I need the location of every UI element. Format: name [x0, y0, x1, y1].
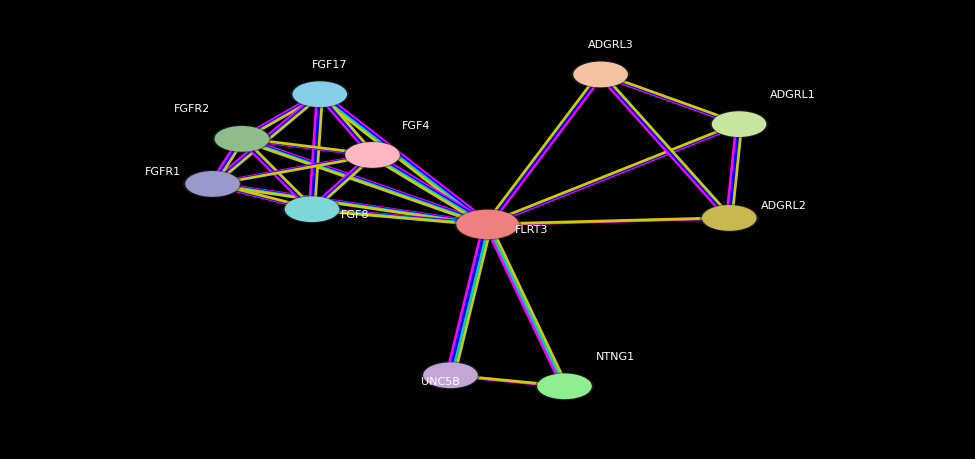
Circle shape	[283, 196, 341, 224]
Circle shape	[213, 126, 271, 153]
Circle shape	[423, 363, 478, 388]
Circle shape	[214, 127, 269, 152]
Circle shape	[537, 374, 592, 399]
Text: ADGRL1: ADGRL1	[770, 90, 816, 100]
Circle shape	[573, 62, 628, 88]
Text: ADGRL2: ADGRL2	[760, 201, 806, 211]
Circle shape	[571, 62, 630, 89]
Circle shape	[453, 209, 522, 241]
Circle shape	[343, 142, 402, 169]
Text: FGF8: FGF8	[341, 209, 370, 219]
Text: FGF4: FGF4	[402, 120, 430, 130]
Circle shape	[421, 362, 480, 389]
Text: FGFR2: FGFR2	[175, 104, 211, 114]
Text: ADGRL3: ADGRL3	[588, 40, 633, 50]
Text: FGFR1: FGFR1	[145, 167, 181, 177]
Circle shape	[535, 373, 594, 400]
Text: FLRT3: FLRT3	[515, 224, 548, 235]
Circle shape	[702, 206, 757, 231]
Circle shape	[183, 171, 242, 198]
Text: FGF17: FGF17	[312, 60, 347, 70]
Circle shape	[345, 143, 400, 168]
Circle shape	[712, 112, 766, 138]
Circle shape	[291, 81, 349, 109]
Text: NTNG1: NTNG1	[596, 351, 635, 361]
Circle shape	[285, 197, 339, 223]
Text: UNC5B: UNC5B	[421, 376, 460, 386]
Circle shape	[456, 210, 519, 240]
Circle shape	[292, 82, 347, 108]
Circle shape	[700, 205, 759, 232]
Circle shape	[710, 111, 768, 139]
Circle shape	[185, 172, 240, 197]
